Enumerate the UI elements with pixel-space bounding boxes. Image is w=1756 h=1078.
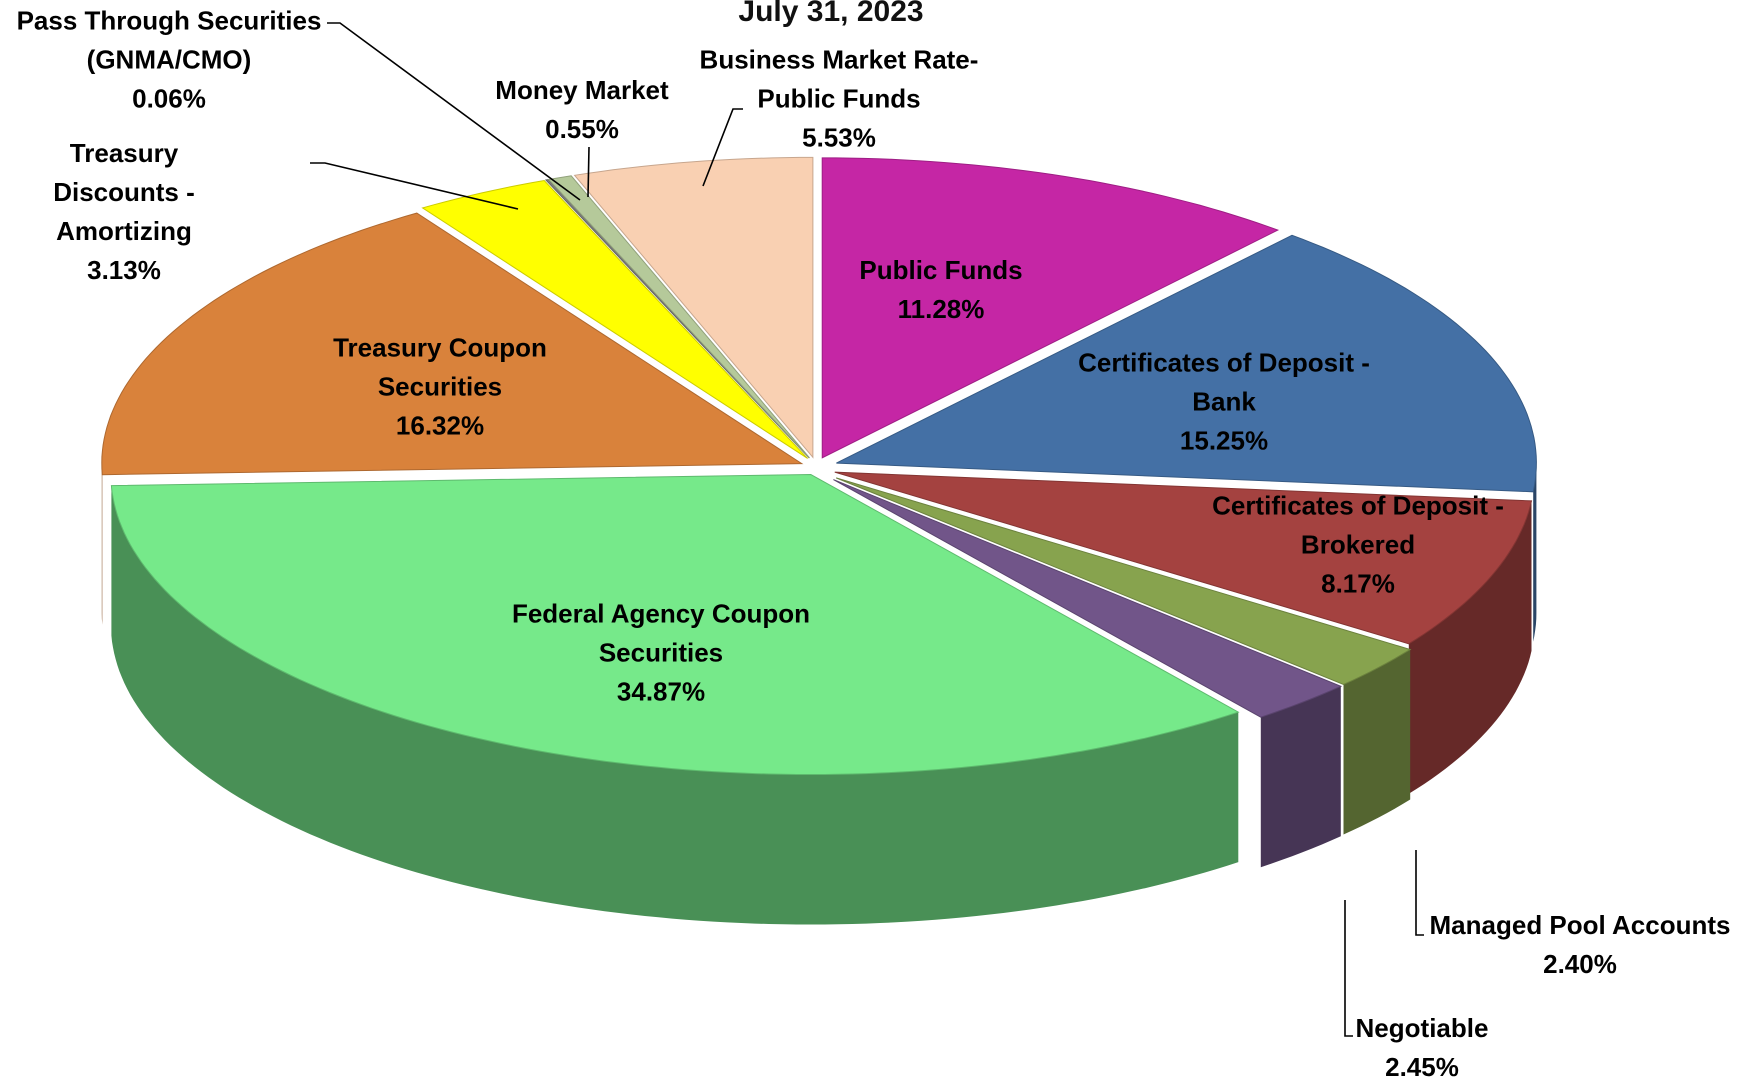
chart-title: July 31, 2023 (738, 0, 924, 28)
value-label: 15.25% (1179, 425, 1269, 456)
slice-side (1533, 463, 1537, 642)
slice-label: Money Market 0.55% (472, 71, 692, 149)
value-label: 34.87% (616, 676, 706, 707)
leader-line (1415, 850, 1424, 936)
pie-slice (547, 175, 810, 459)
slice-side (1260, 686, 1341, 868)
category-name: Negotiable (1355, 1013, 1489, 1043)
pie (101, 156, 1537, 925)
pie-slice (836, 234, 1537, 493)
slice-label: Federal Agency Coupon Securities 34.87% (491, 595, 831, 712)
pie-slice (101, 212, 804, 476)
leader-line (1344, 900, 1353, 1037)
pie-slice (835, 477, 1412, 686)
value-label: 8.17% (1321, 568, 1395, 599)
category-name: Federal Agency Coupon Securities (511, 598, 811, 668)
category-name: Managed Pool Accounts (1429, 910, 1731, 940)
pie-slice (821, 157, 1280, 459)
value-label: 2.40% (1543, 949, 1617, 979)
category-name: Treasury Discounts - Amortizing (53, 138, 195, 246)
category-name: Pass Through Securities (GNMA/CMO) (16, 5, 322, 75)
value-label: 16.32% (395, 410, 485, 441)
slice-label: Pass Through Securities (GNMA/CMO) 0.06% (0, 2, 339, 119)
slice-side (101, 463, 103, 625)
pie-slice (421, 179, 808, 459)
pie-slice (573, 156, 814, 459)
slice-side (1343, 649, 1411, 835)
leader-line (327, 22, 581, 201)
pie-slice (834, 471, 1533, 645)
category-name: Money Market (495, 75, 669, 105)
value-label: 0.55% (545, 114, 619, 144)
pie-slice (833, 479, 1343, 718)
slice-tops (101, 156, 1537, 775)
leader-line (587, 146, 590, 198)
value-label: 5.53% (802, 122, 876, 153)
category-name: Business Market Rate-Public Funds (699, 44, 979, 114)
category-name: Certificates of Deposit - Bank (1078, 347, 1370, 417)
pie-slice (110, 474, 1240, 775)
slice-label: Treasury Coupon Securities 16.32% (310, 329, 570, 446)
leader-line (702, 108, 743, 187)
slice-label: Certificates of Deposit - Bank 15.25% (1054, 344, 1394, 461)
category-name: Treasury Coupon Securities (333, 332, 547, 402)
value-label: 0.06% (132, 83, 206, 114)
category-name: Public Funds (859, 255, 1023, 285)
leader-lines (310, 22, 1424, 1037)
leader-line (310, 162, 519, 210)
slice-side (1408, 500, 1532, 794)
slice-label: Public Funds 11.28% (821, 251, 1061, 329)
value-label: 3.13% (87, 255, 161, 285)
slice-label: Treasury Discounts - Amortizing 3.13% (29, 134, 219, 290)
value-label: 11.28% (897, 294, 985, 324)
slice-label: Certificates of Deposit - Brokered 8.17% (1188, 487, 1528, 604)
slice-label: Negotiable 2.45% (1332, 1009, 1512, 1078)
category-name: Certificates of Deposit - Brokered (1212, 490, 1504, 560)
value-label: 2.45% (1385, 1052, 1459, 1078)
slice-label: Managed Pool Accounts 2.40% (1410, 906, 1750, 984)
slice-label: Business Market Rate-Public Funds 5.53% (679, 41, 999, 158)
slice-side (111, 485, 1239, 925)
slice-sides (101, 463, 1537, 925)
